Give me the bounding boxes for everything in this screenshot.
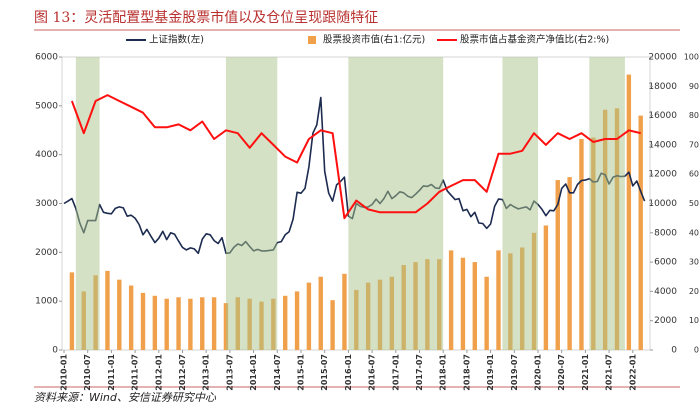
- y3-tick-label: 50: [689, 199, 699, 208]
- y2-tick-label: 16000: [648, 111, 677, 121]
- bar: [188, 298, 193, 350]
- bar: [200, 297, 205, 350]
- source-note: 资料来源：Wind、安信证券研究中心: [34, 391, 217, 404]
- bar: [543, 225, 549, 350]
- bar: [330, 300, 335, 350]
- legend-label: 上证指数(左): [149, 34, 204, 46]
- y3-tick-label: 70: [689, 140, 699, 149]
- bar: [626, 74, 632, 350]
- x-tick-label: 2014-01: [249, 354, 258, 391]
- y3-tick-label: 10: [689, 316, 699, 325]
- bar: [294, 291, 300, 350]
- x-tick-label: 2021-07: [605, 354, 614, 391]
- y2-tick-label: 20000: [648, 53, 677, 63]
- y3-tick-label: 80: [689, 111, 699, 120]
- x-tick-label: 2012-07: [178, 354, 187, 391]
- y2-tick-label: 12000: [648, 170, 677, 180]
- bar: [105, 270, 110, 350]
- y-tick-label: 3000: [35, 199, 58, 209]
- bar: [152, 295, 158, 350]
- x-tick-label: 2020-07: [557, 354, 566, 391]
- x-tick-label: 2010-07: [83, 354, 92, 391]
- y3-tick-label: 0: [694, 346, 699, 355]
- shaded-period: [348, 57, 444, 350]
- bar: [496, 250, 501, 350]
- legend-label: 股票投资市值(右1:亿元): [323, 34, 425, 46]
- bar: [128, 285, 134, 350]
- y2-tick-label: 2000: [654, 316, 677, 326]
- bar: [69, 272, 75, 350]
- y3-tick-label: 40: [689, 228, 699, 237]
- y-tick-label: 6000: [35, 53, 58, 63]
- x-tick-label: 2015-01: [297, 354, 306, 391]
- x-tick-label: 2020-01: [534, 354, 543, 391]
- y3-tick-label: 30: [689, 258, 699, 267]
- x-tick-label: 2015-07: [320, 354, 329, 391]
- bar: [211, 297, 217, 350]
- shaded-period: [225, 57, 278, 350]
- x-tick-label: 2014-07: [273, 354, 282, 391]
- x-tick-label: 2019-07: [510, 354, 519, 391]
- y2-tick-label: 4000: [654, 287, 677, 297]
- bar: [448, 250, 454, 350]
- bar: [283, 295, 288, 350]
- bar: [306, 282, 312, 350]
- legend-label: 股票市值占基金资产净值比(右2:%): [460, 34, 609, 46]
- x-tick-label: 2010-01: [60, 354, 69, 391]
- bar: [567, 177, 572, 350]
- bar: [318, 276, 323, 350]
- y-tick-label: 1000: [35, 297, 58, 307]
- x-tick-label: 2017-01: [391, 354, 400, 391]
- y-tick-label: 0: [52, 346, 58, 356]
- shaded-period: [502, 57, 538, 350]
- x-tick-label: 2016-07: [368, 354, 377, 391]
- x-tick-label: 2019-01: [486, 354, 495, 391]
- x-tick-label: 2016-01: [344, 354, 353, 391]
- y3-tick-label: 20: [689, 287, 699, 296]
- bar: [579, 139, 584, 350]
- legend-swatch: [308, 36, 316, 44]
- x-tick-label: 2013-07: [225, 354, 234, 391]
- x-tick-label: 2018-07: [462, 354, 471, 391]
- shaded-period: [589, 57, 625, 350]
- bar: [140, 292, 146, 350]
- bar: [117, 279, 122, 350]
- y2-tick-label: 18000: [648, 82, 677, 92]
- y2-tick-label: 0: [671, 346, 677, 356]
- x-tick-label: 2022-01: [628, 354, 637, 391]
- y-tick-label: 4000: [35, 150, 58, 160]
- y-tick-label: 2000: [35, 248, 58, 258]
- bar: [342, 273, 347, 350]
- bar: [164, 298, 169, 350]
- x-tick-label: 2011-01: [107, 354, 116, 391]
- bar: [176, 297, 181, 350]
- bar: [472, 262, 477, 350]
- y2-tick-label: 8000: [654, 228, 677, 238]
- y2-tick-label: 14000: [648, 140, 677, 150]
- x-tick-label: 2018-01: [439, 354, 448, 391]
- y3-tick-label: 90: [689, 82, 699, 91]
- x-tick-label: 2017-07: [415, 354, 424, 391]
- x-tick-label: 2013-01: [202, 354, 211, 391]
- x-tick-label: 2012-01: [154, 354, 163, 391]
- bar: [638, 115, 643, 350]
- y-tick-label: 5000: [35, 101, 58, 111]
- y2-tick-label: 6000: [654, 258, 677, 268]
- x-tick-label: 2021-01: [581, 354, 590, 391]
- bar: [460, 257, 466, 350]
- y2-tick-label: 10000: [648, 199, 677, 209]
- y3-tick-label: 100: [684, 53, 699, 62]
- chart-title: 图 13：灵活配置型基金股票市值以及仓位呈现跟随特征: [34, 9, 378, 26]
- y3-tick-label: 60: [689, 170, 699, 179]
- x-tick-label: 2011-07: [131, 354, 140, 391]
- bar: [484, 276, 489, 350]
- bar: [555, 180, 560, 350]
- data-line: [70, 94, 641, 220]
